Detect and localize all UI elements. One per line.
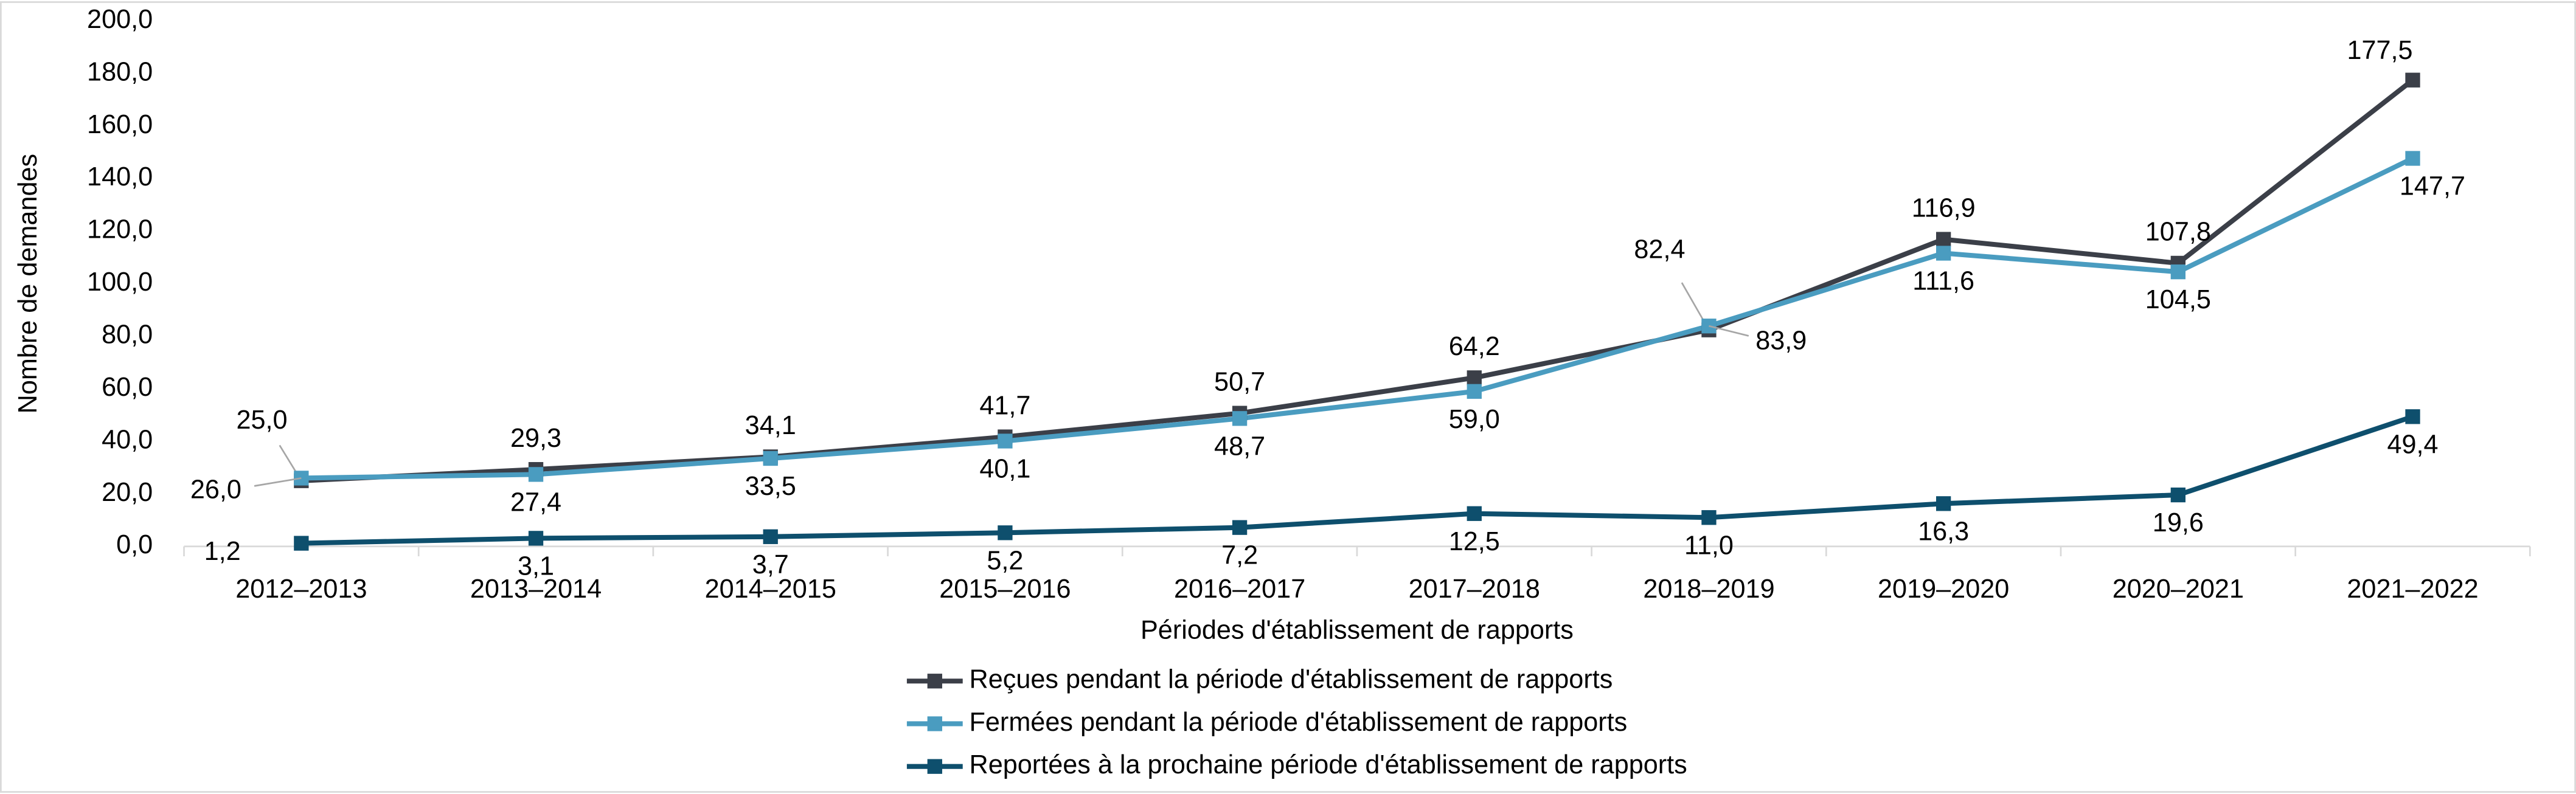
data-label: 26,0 (190, 475, 241, 504)
y-tick-label: 20,0 (102, 478, 153, 507)
x-tick-label: 2020–2021 (2113, 575, 2244, 604)
data-label: 1,2 (204, 537, 241, 566)
data-label: 5,2 (987, 546, 1023, 575)
data-label: 177,5 (2347, 36, 2412, 65)
data-label: 12,5 (1449, 527, 1500, 556)
x-tick-label: 2013–2014 (470, 575, 602, 604)
data-label: 7,2 (1221, 541, 1258, 570)
data-point (1936, 232, 1951, 247)
series-line (301, 414, 2414, 546)
data-point (1232, 411, 1248, 426)
data-point (528, 467, 544, 482)
data-label: 82,4 (1634, 235, 1685, 264)
data-label: 3,7 (752, 550, 789, 579)
x-tick-label: 2014–2015 (705, 575, 836, 604)
series-line (301, 156, 2414, 481)
data-label: 29,3 (510, 424, 561, 453)
data-label: 25,0 (236, 406, 287, 435)
data-label: 49,4 (2387, 430, 2438, 459)
data-point (998, 433, 1013, 449)
data-label: 64,2 (1449, 332, 1500, 361)
data-label: 27,4 (510, 488, 561, 517)
y-tick-label: 180,0 (87, 57, 153, 86)
data-point (2170, 264, 2185, 280)
data-label: 33,5 (745, 472, 796, 501)
y-tick-label: 100,0 (87, 268, 153, 297)
data-label: 116,9 (1912, 193, 1976, 223)
data-point (763, 451, 778, 466)
legend-marker (927, 716, 942, 731)
data-label: 40,1 (979, 455, 1030, 484)
data-point (2405, 151, 2420, 166)
legend-marker (927, 674, 942, 689)
data-point (1936, 496, 1951, 511)
x-tick-label: 2017–2018 (1409, 575, 1540, 604)
data-label: 104,5 (2145, 285, 2211, 314)
data-label: 11,0 (1684, 531, 1734, 560)
y-tick-label: 60,0 (102, 373, 153, 402)
leader-line (254, 477, 302, 487)
x-tick-label: 2019–2020 (1878, 575, 2009, 604)
data-label: 107,8 (2145, 218, 2211, 247)
x-axis-title: Périodes d'établissement de rapports (1140, 616, 1574, 645)
data-point (294, 536, 309, 551)
data-label: 48,7 (1214, 432, 1265, 461)
series-line (301, 78, 2415, 483)
data-label: 16,3 (1918, 517, 1969, 546)
legend-marker (927, 759, 942, 774)
data-point (998, 525, 1013, 540)
data-label: 34,1 (745, 411, 796, 440)
data-point (1467, 370, 1482, 385)
leader-line (1709, 325, 1749, 337)
y-tick-label: 120,0 (87, 215, 153, 244)
data-point (1467, 384, 1482, 399)
data-point (1467, 506, 1482, 521)
data-label: 19,6 (2153, 508, 2204, 537)
data-point (2405, 409, 2420, 424)
data-label: 111,6 (1912, 267, 1974, 296)
legend-label: Reportées à la prochaine période d'établ… (970, 750, 1687, 779)
x-tick-label: 2021–2022 (2347, 575, 2478, 604)
x-tick-label: 2018–2019 (1643, 575, 1774, 604)
legend-label: Fermées pendant la période d'établisseme… (970, 708, 1628, 737)
data-label: 3,1 (518, 551, 554, 581)
data-label: 50,7 (1214, 367, 1265, 396)
data-point (1701, 510, 1717, 525)
data-point (763, 529, 778, 544)
y-tick-label: 160,0 (87, 110, 153, 139)
x-tick-label: 2016–2017 (1174, 575, 1305, 604)
data-label: 147,7 (2400, 172, 2465, 201)
data-point (1936, 246, 1951, 261)
y-tick-label: 40,0 (102, 425, 153, 454)
y-tick-label: 140,0 (87, 162, 153, 192)
x-tick-label: 2015–2016 (939, 575, 1071, 604)
data-label: 41,7 (979, 391, 1030, 420)
x-tick-label: 2012–2013 (235, 575, 367, 604)
y-tick-label: 0,0 (116, 530, 153, 559)
data-point (528, 531, 544, 546)
legend-label: Reçues pendant la période d'établissemen… (970, 665, 1613, 694)
y-tick-label: 200,0 (87, 5, 153, 34)
data-point (1232, 520, 1248, 535)
y-axis-title: Nombre de demandes (13, 154, 43, 413)
data-point (2170, 487, 2185, 503)
data-label: 83,9 (1755, 326, 1807, 356)
y-tick-label: 80,0 (102, 320, 153, 349)
data-point (2405, 72, 2420, 88)
data-label: 59,0 (1449, 405, 1500, 434)
